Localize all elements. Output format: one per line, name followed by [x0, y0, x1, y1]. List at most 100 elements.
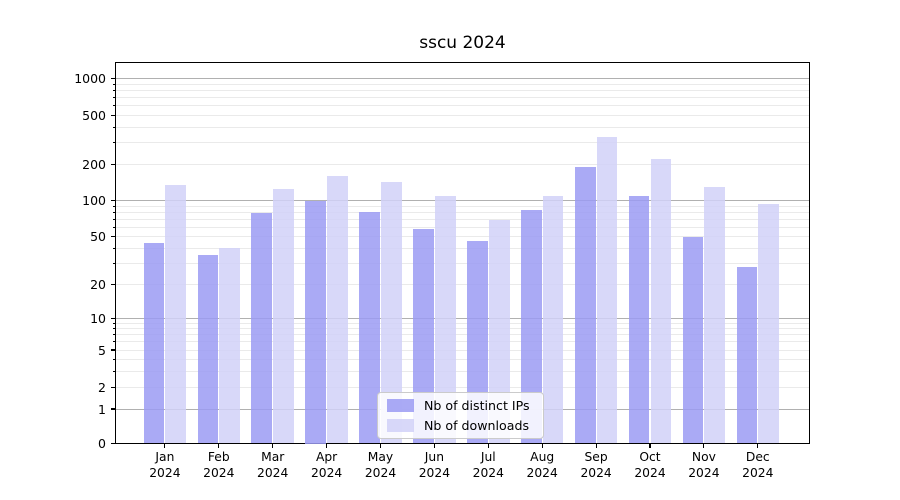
bar-downloads	[219, 248, 241, 444]
legend-item-distinct-ips: Nb of distinct IPs	[387, 398, 543, 413]
x-axis-tick	[379, 443, 382, 448]
y-gridline-minor	[116, 115, 809, 117]
y-gridline-minor	[116, 341, 809, 343]
bar-downloads	[488, 219, 510, 444]
x-tick-label: Oct 2024	[634, 450, 666, 480]
y-axis-minor-tick	[112, 322, 115, 324]
bar-downloads	[704, 186, 726, 444]
x-tick-label: Feb 2024	[203, 450, 235, 480]
y-axis-minor-tick	[112, 218, 115, 220]
bar-distinct-ips	[197, 255, 219, 444]
x-axis-tick	[703, 443, 705, 448]
y-axis-tick	[111, 317, 115, 319]
y-axis-minor-tick	[112, 247, 115, 249]
legend-swatch-downloads	[387, 418, 414, 432]
y-axis-tick	[111, 199, 115, 202]
bar-downloads	[758, 203, 780, 444]
y-gridline-minor	[116, 205, 809, 207]
x-axis-tick	[326, 443, 328, 448]
y-gridline-major	[116, 200, 809, 201]
x-tick-label: Mar 2024	[257, 450, 289, 480]
y-gridline-major	[116, 317, 809, 319]
bar-distinct-ips	[520, 209, 542, 444]
y-tick-label: 500	[82, 108, 106, 124]
y-axis-minor-tick	[112, 226, 115, 228]
y-axis-minor-tick	[112, 262, 115, 264]
y-tick-label: 0	[98, 436, 106, 451]
y-gridline-minor	[116, 211, 809, 213]
y-tick-label: 200	[82, 156, 106, 172]
y-axis-minor-tick	[112, 89, 115, 91]
y-axis-minor-tick	[112, 341, 115, 343]
y-axis-tick	[111, 442, 115, 445]
y-tick-label: 1	[98, 401, 106, 417]
y-gridline-minor	[116, 83, 809, 85]
y-gridline-minor	[116, 97, 809, 99]
y-axis-minor-tick	[112, 83, 115, 85]
x-tick-label: Nov 2024	[688, 450, 720, 480]
bar-distinct-ips	[736, 266, 758, 444]
x-axis-tick	[541, 443, 543, 448]
y-axis-minor-tick	[112, 127, 115, 129]
y-gridline-minor	[116, 127, 809, 129]
y-tick-label: 5	[98, 342, 106, 358]
bar-distinct-ips	[251, 213, 273, 444]
y-gridline-minor	[116, 283, 809, 285]
y-gridline-minor	[116, 358, 809, 360]
y-axis-minor-tick	[112, 358, 115, 360]
y-tick-label: 50	[90, 229, 106, 245]
y-gridline-minor	[116, 322, 809, 324]
y-tick-label: 20	[90, 276, 106, 292]
bar-downloads	[165, 184, 187, 444]
legend-item-downloads: Nb of downloads	[387, 418, 543, 433]
x-axis-tick	[595, 443, 597, 448]
bar-downloads	[327, 175, 348, 444]
y-gridline-minor	[116, 226, 809, 228]
bar-downloads	[273, 188, 294, 444]
y-gridline-minor	[116, 89, 809, 91]
x-axis-tick	[487, 443, 489, 448]
y-axis-minor-tick	[112, 370, 115, 372]
bar-distinct-ips	[359, 212, 380, 444]
y-axis-tick	[111, 408, 115, 410]
y-axis-tick	[111, 236, 115, 238]
y-axis-tick	[111, 387, 115, 389]
y-axis-minor-tick	[112, 205, 115, 207]
y-axis-minor-tick	[112, 328, 115, 329]
y-gridline-minor	[116, 236, 809, 238]
y-gridline-minor	[116, 163, 809, 165]
x-axis-tick	[272, 443, 274, 448]
y-tick-label: 10	[90, 310, 106, 326]
y-axis-minor-tick	[112, 97, 115, 99]
legend-label-downloads: Nb of downloads	[424, 417, 530, 433]
bar-distinct-ips	[628, 195, 650, 444]
bar-downloads	[434, 195, 456, 444]
x-tick-label: Apr 2024	[310, 450, 343, 480]
y-gridline-minor	[116, 387, 809, 389]
y-gridline-minor	[116, 370, 809, 372]
y-gridline-major	[116, 78, 809, 79]
x-tick-label: Jun 2024	[418, 450, 451, 480]
x-tick-label: Jul 2024	[472, 450, 504, 480]
bar-downloads	[650, 159, 672, 444]
bar-distinct-ips	[574, 166, 596, 444]
bar-distinct-ips	[413, 228, 434, 444]
y-gridline-minor	[116, 105, 809, 107]
legend-label-distinct-ips: Nb of distinct IPs	[424, 397, 530, 413]
y-gridline-minor	[116, 142, 809, 144]
y-axis-tick	[111, 115, 115, 117]
bar-downloads	[381, 182, 402, 444]
x-axis-tick	[649, 443, 651, 448]
chart-title: sscu 2024	[419, 33, 506, 53]
y-tick-label: 2	[98, 380, 106, 396]
y-axis-tick	[111, 349, 115, 351]
y-gridline-minor	[116, 349, 809, 351]
bar-downloads	[596, 136, 618, 444]
y-gridline-minor	[116, 218, 809, 220]
y-axis-tick	[111, 283, 115, 285]
bar-distinct-ips	[682, 236, 704, 444]
y-axis-tick	[111, 163, 115, 165]
y-axis-minor-tick	[112, 105, 115, 107]
y-axis-tick	[111, 77, 115, 80]
